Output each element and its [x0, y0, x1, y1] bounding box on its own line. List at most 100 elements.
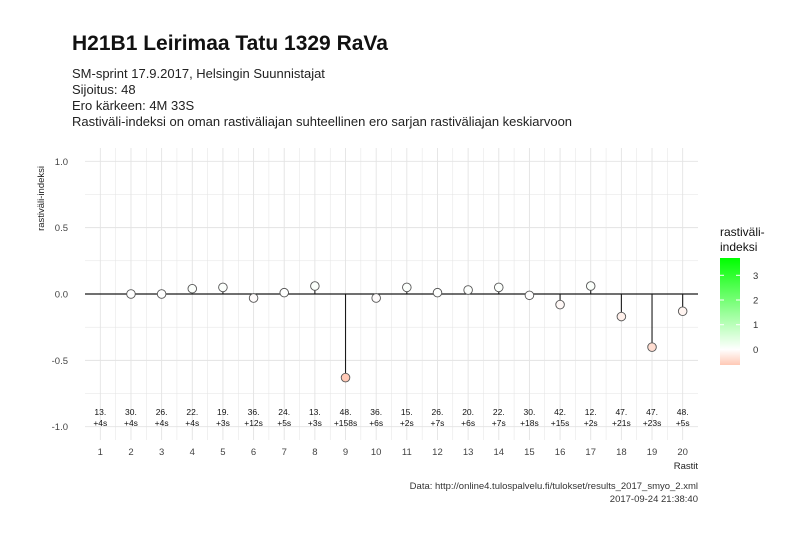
- rank-label: 20.: [462, 407, 474, 417]
- rank-label: 26.: [432, 407, 444, 417]
- subtitle-index-description: Rastiväli-indeksi on oman rastiväliajan …: [72, 114, 573, 129]
- time-diff-label: +158s: [334, 418, 357, 428]
- data-point: [463, 285, 473, 295]
- x-tick-label: 8: [312, 447, 317, 458]
- time-diff-label: +23s: [643, 418, 662, 428]
- legend-title-line: indeksi: [720, 240, 757, 254]
- legend-tick-label: 2: [753, 296, 758, 307]
- rank-label: 15.: [401, 407, 413, 417]
- y-axis-label: rastiväli-indeksi: [36, 166, 47, 231]
- data-point: [156, 289, 167, 299]
- data-point: [647, 342, 657, 352]
- x-tick-label: 4: [190, 447, 195, 458]
- time-diff-label: +4s: [93, 418, 107, 428]
- data-point: [524, 290, 535, 301]
- x-tick-label: 17: [585, 447, 596, 458]
- rank-label: 19.: [217, 407, 229, 417]
- rank-label: 36.: [370, 407, 382, 417]
- time-diff-label: +15s: [551, 418, 570, 428]
- subtitle-gap-to-leader: Ero kärkeen: 4M 33S: [72, 98, 195, 113]
- time-diff-label: +12s: [244, 418, 263, 428]
- rank-label: 47.: [615, 407, 627, 417]
- time-diff-label: +2s: [400, 418, 414, 428]
- data-point: [218, 282, 228, 293]
- time-diff-label: +7s: [430, 418, 444, 428]
- x-tick-label: 15: [524, 447, 535, 458]
- data-point: [402, 282, 412, 293]
- legend-tick-label: 1: [753, 320, 758, 331]
- rank-label: 13.: [94, 407, 106, 417]
- x-tick-label: 12: [432, 447, 443, 458]
- time-diff-label: +6s: [461, 418, 475, 428]
- rank-label: 22.: [493, 407, 505, 417]
- x-tick-label: 2: [128, 447, 133, 458]
- legend-title-line: rastiväli-: [720, 225, 765, 239]
- rank-label: 13.: [309, 407, 321, 417]
- rank-label: 48.: [340, 407, 352, 417]
- time-diff-label: +4s: [185, 418, 199, 428]
- data-point: [677, 306, 688, 317]
- time-diff-label: +5s: [277, 418, 291, 428]
- rank-label: 36.: [248, 407, 260, 417]
- x-axis-label: Rastit: [674, 461, 699, 472]
- subtitle-placement: Sijoitus: 48: [72, 82, 136, 97]
- rank-label: 47.: [646, 407, 658, 417]
- data-point: [371, 293, 381, 303]
- rank-label: 30.: [125, 407, 137, 417]
- x-tick-label: 14: [493, 447, 504, 458]
- time-diff-label: +7s: [492, 418, 506, 428]
- time-diff-label: +21s: [612, 418, 631, 428]
- data-point: [555, 299, 565, 310]
- data-point: [126, 289, 136, 299]
- time-diff-label: +4s: [124, 418, 138, 428]
- x-tick-label: 11: [402, 447, 412, 458]
- time-diff-label: +18s: [520, 418, 539, 428]
- data-source-caption: Data: http://online4.tulospalvelu.fi/tul…: [409, 481, 698, 492]
- data-point: [432, 287, 443, 298]
- time-diff-label: +3s: [216, 418, 230, 428]
- rank-label: 22.: [186, 407, 198, 417]
- rank-label: 42.: [554, 407, 566, 417]
- x-tick-label: 5: [220, 447, 225, 458]
- x-tick-label: 7: [282, 447, 287, 458]
- rank-label: 48.: [677, 407, 689, 417]
- rank-label: 24.: [278, 407, 290, 417]
- x-tick-label: 9: [343, 447, 348, 458]
- x-tick-label: 13: [463, 447, 474, 458]
- data-point: [340, 372, 351, 383]
- legend-colorbar: [720, 258, 740, 365]
- rank-label: 26.: [156, 407, 168, 417]
- data-point: [187, 283, 198, 294]
- x-tick-label: 20: [677, 447, 688, 458]
- x-tick-label: 10: [371, 447, 382, 458]
- x-tick-label: 19: [647, 447, 658, 458]
- data-point: [310, 281, 320, 291]
- subtitle-event: SM-sprint 17.9.2017, Helsingin Suunnista…: [72, 66, 325, 81]
- legend-tick-label: 3: [753, 271, 758, 282]
- time-diff-label: +5s: [676, 418, 690, 428]
- y-tick-label: 1.0: [55, 157, 68, 168]
- y-tick-label: 0.0: [55, 290, 68, 301]
- x-tick-label: 16: [555, 447, 566, 458]
- time-diff-label: +2s: [584, 418, 598, 428]
- data-point: [248, 293, 259, 303]
- data-point: [494, 282, 504, 293]
- time-diff-label: +6s: [369, 418, 383, 428]
- data-point: [616, 311, 627, 322]
- time-diff-label: +3s: [308, 418, 322, 428]
- x-tick-label: 18: [616, 447, 627, 458]
- time-diff-label: +4s: [155, 418, 169, 428]
- legend-tick-label: 0: [753, 345, 758, 356]
- data-point: [585, 281, 596, 291]
- timestamp-caption: 2017-09-24 21:38:40: [609, 494, 698, 505]
- y-tick-label: -0.5: [52, 356, 68, 367]
- y-tick-label: 0.5: [55, 223, 68, 234]
- chart-title: H21B1 Leirimaa Tatu 1329 RaVa: [72, 32, 388, 55]
- x-tick-label: 1: [98, 447, 103, 458]
- y-tick-label: -1.0: [52, 422, 68, 433]
- rank-label: 30.: [524, 407, 536, 417]
- x-tick-label: 6: [251, 447, 256, 458]
- rank-label: 12.: [585, 407, 597, 417]
- data-point: [279, 287, 289, 298]
